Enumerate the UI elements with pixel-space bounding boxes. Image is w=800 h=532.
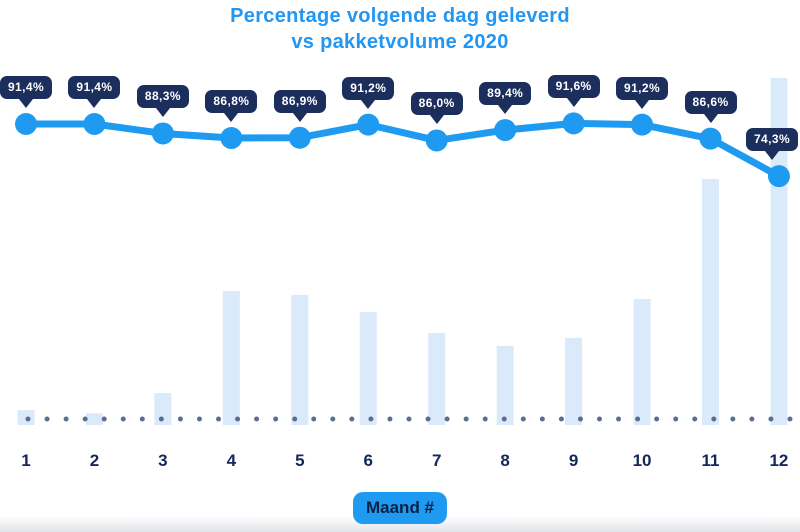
axis-dot <box>158 416 164 422</box>
axis-dot <box>501 416 507 422</box>
chart-title: Percentage volgende dag geleverd vs pakk… <box>0 3 800 55</box>
axis-dot <box>577 416 583 422</box>
axis-dot <box>692 416 698 422</box>
axis-dot <box>196 416 202 422</box>
data-label-badge: 91,4% <box>0 76 53 99</box>
axis-dot <box>482 416 488 422</box>
axis-dot <box>349 416 355 422</box>
chart-title-line2: vs pakketvolume 2020 <box>291 31 509 53</box>
x-tick-label: 1 <box>21 451 31 470</box>
data-label-badge: 91,2% <box>342 76 395 100</box>
data-label-badge: 86,0% <box>410 92 463 116</box>
x-tick-label: 12 <box>769 451 789 470</box>
axis-dot <box>330 416 336 422</box>
line-point <box>562 112 585 135</box>
volume-bar <box>633 299 651 425</box>
x-tick-label: 9 <box>568 451 579 470</box>
volume-bar <box>565 337 583 425</box>
axis-dot <box>311 416 317 422</box>
data-label-badge: 91,6% <box>547 75 600 99</box>
axis-dot <box>425 416 431 422</box>
volume-bar <box>702 178 719 425</box>
line-point <box>631 113 654 136</box>
volume-bar <box>85 413 103 425</box>
line-point <box>151 122 174 145</box>
axis-dot <box>616 416 622 422</box>
volume-bar <box>496 345 514 425</box>
x-tick-label: 2 <box>89 451 100 470</box>
axis-dot <box>120 416 126 422</box>
axis-dot <box>749 416 755 422</box>
line-series <box>22 119 783 180</box>
data-label-badge: 86,6% <box>684 90 737 114</box>
data-label-badge: 89,4% <box>479 82 532 106</box>
axis-dot <box>387 416 393 422</box>
axis-dot <box>673 416 679 422</box>
axis-dot <box>235 416 241 422</box>
x-tick-label: 8 <box>500 451 510 470</box>
axis-dot <box>787 416 793 422</box>
axis-dot <box>711 416 717 422</box>
axis-dot <box>139 416 145 422</box>
axis-dot <box>768 416 774 422</box>
data-label-badge: 86,9% <box>273 89 326 113</box>
axis-dot <box>730 416 736 422</box>
axis-dot <box>82 416 88 422</box>
volume-bar <box>291 294 309 425</box>
page-bottom-shadow <box>0 516 800 532</box>
axis-dot <box>292 416 298 422</box>
data-label-badge: 91,2% <box>616 76 669 100</box>
line-point <box>83 113 106 135</box>
line-point <box>767 165 790 188</box>
volume-bar <box>359 311 377 425</box>
axis-dot <box>520 416 526 422</box>
line-point <box>699 127 722 150</box>
x-tick-label: 6 <box>363 451 373 470</box>
x-tick-label: 7 <box>431 451 442 470</box>
axis-dot <box>444 416 450 422</box>
volume-bar <box>154 393 172 425</box>
axis-dot <box>597 416 602 422</box>
axis-dot <box>539 416 545 422</box>
line-point <box>357 113 380 136</box>
axis-dot <box>63 416 69 422</box>
axis-dot <box>101 416 107 422</box>
axis-dot <box>177 416 183 422</box>
axis-dot <box>44 416 50 422</box>
line-point <box>425 129 448 152</box>
x-tick-label: 3 <box>158 451 168 470</box>
axis-dot <box>273 416 279 422</box>
data-label-badge: 74,3% <box>745 128 799 152</box>
axis-dot <box>25 416 31 422</box>
axis-dot <box>406 416 412 422</box>
axis-dot <box>368 416 374 422</box>
x-tick-label: 5 <box>295 451 305 470</box>
data-label-badge: 88,3% <box>136 85 189 109</box>
axis-dot <box>635 416 641 422</box>
volume-bar <box>428 333 446 425</box>
data-label-badge: 91,4% <box>68 76 121 99</box>
line-point <box>494 119 517 142</box>
line-point <box>15 113 37 135</box>
volume-bar <box>222 291 240 425</box>
axis-dot <box>463 416 469 422</box>
x-tick-label: 10 <box>632 451 652 470</box>
line-point <box>220 127 243 150</box>
data-label-badge: 86,8% <box>205 90 258 114</box>
axis-dot <box>558 416 564 422</box>
line-point <box>288 126 311 149</box>
x-tick-label: 11 <box>701 451 720 470</box>
axis-dot <box>254 416 260 422</box>
x-tick-label: 4 <box>226 451 237 470</box>
volume-bar <box>770 78 788 425</box>
chart-title-line1: Percentage volgende dag geleverd <box>230 5 570 27</box>
axis-dot <box>654 416 660 422</box>
x-axis-label-badge: Maand # <box>352 492 448 524</box>
axis-dot <box>216 416 221 422</box>
